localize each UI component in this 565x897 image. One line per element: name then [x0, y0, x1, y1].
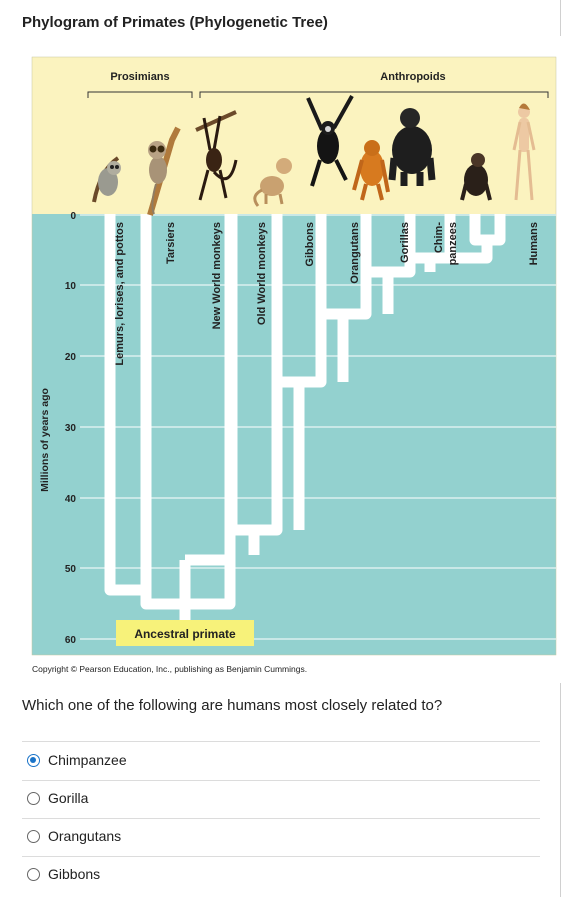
- tick-label: 0: [70, 211, 76, 222]
- taxon-label-gibbons: Gibbons: [304, 222, 316, 267]
- taxon-label-gorillas: Gorillas: [399, 222, 411, 263]
- group-label-anthropoids: Anthropoids: [380, 71, 445, 83]
- gorilla-illustration: [388, 108, 436, 186]
- spider-monkey-illustration: [195, 110, 238, 201]
- tick-label: 40: [65, 494, 77, 505]
- chimpanzee-illustration: [460, 153, 492, 201]
- page-title: Phylogram of Primates (Phylogenetic Tree…: [22, 14, 328, 31]
- macaque-illustration: [253, 158, 292, 207]
- human-illustration: [512, 103, 536, 201]
- radio-checked-icon[interactable]: [27, 753, 40, 767]
- orangutan-illustration: [352, 140, 390, 201]
- tick-label: 50: [65, 564, 77, 575]
- tick-label: 30: [65, 423, 77, 434]
- option-label: Chimpanzee: [48, 752, 127, 768]
- tick-label: 10: [65, 281, 77, 292]
- tick-label: 20: [65, 352, 77, 363]
- prosimians-brace: [87, 91, 193, 98]
- taxon-label-chimpanzees: panzees: [447, 222, 459, 265]
- tick-label: 60: [65, 635, 77, 646]
- radio-icon[interactable]: [27, 791, 40, 805]
- taxon-label-humans: Humans: [528, 222, 540, 265]
- option-label: Gorilla: [48, 790, 89, 806]
- option-divider: [22, 741, 540, 742]
- ancestral-primate-label: Ancestral primate: [134, 627, 236, 641]
- tarsier-illustration: [147, 126, 181, 216]
- divider-line: [560, 683, 561, 897]
- option-gibbons[interactable]: Gibbons: [27, 863, 100, 885]
- option-label: Gibbons: [48, 866, 101, 882]
- option-divider: [22, 780, 540, 781]
- taxon-label-new-world-monkeys: New World monkeys: [211, 222, 223, 329]
- tree-branches: [104, 214, 506, 630]
- group-label-prosimians: Prosimians: [110, 71, 169, 83]
- phylogram-figure: 0 10 20 30 40 50 60 Millions of years ag…: [31, 56, 557, 674]
- option-divider: [22, 818, 540, 819]
- ancestral-primate-box: [116, 620, 254, 646]
- copyright-text: Copyright © Pearson Education, Inc., pub…: [32, 664, 307, 674]
- axis-label: Millions of years ago: [39, 388, 51, 492]
- option-orangutans[interactable]: Orangutans: [27, 825, 121, 847]
- option-label: Orangutans: [48, 828, 122, 844]
- anthropoids-brace: [199, 91, 549, 98]
- option-chimpanzee[interactable]: Chimpanzee: [27, 749, 127, 771]
- loris-illustration: [92, 156, 121, 203]
- taxon-label-chimpanzees: Chim-: [433, 222, 445, 254]
- taxon-label-old-world-monkeys: Old World monkeys: [256, 222, 268, 325]
- taxon-label-tarsiers: Tarsiers: [165, 222, 177, 264]
- taxon-label-lemurs: Lemurs, lorises, and pottos: [114, 222, 126, 366]
- question-text: Which one of the following are humans mo…: [22, 697, 443, 714]
- divider-line: [560, 0, 561, 36]
- radio-icon[interactable]: [27, 829, 40, 843]
- option-divider: [22, 856, 540, 857]
- radio-icon[interactable]: [27, 867, 40, 881]
- taxon-label-orangutans: Orangutans: [349, 222, 361, 284]
- gibbon-illustration: [306, 95, 354, 187]
- option-gorilla[interactable]: Gorilla: [27, 787, 88, 809]
